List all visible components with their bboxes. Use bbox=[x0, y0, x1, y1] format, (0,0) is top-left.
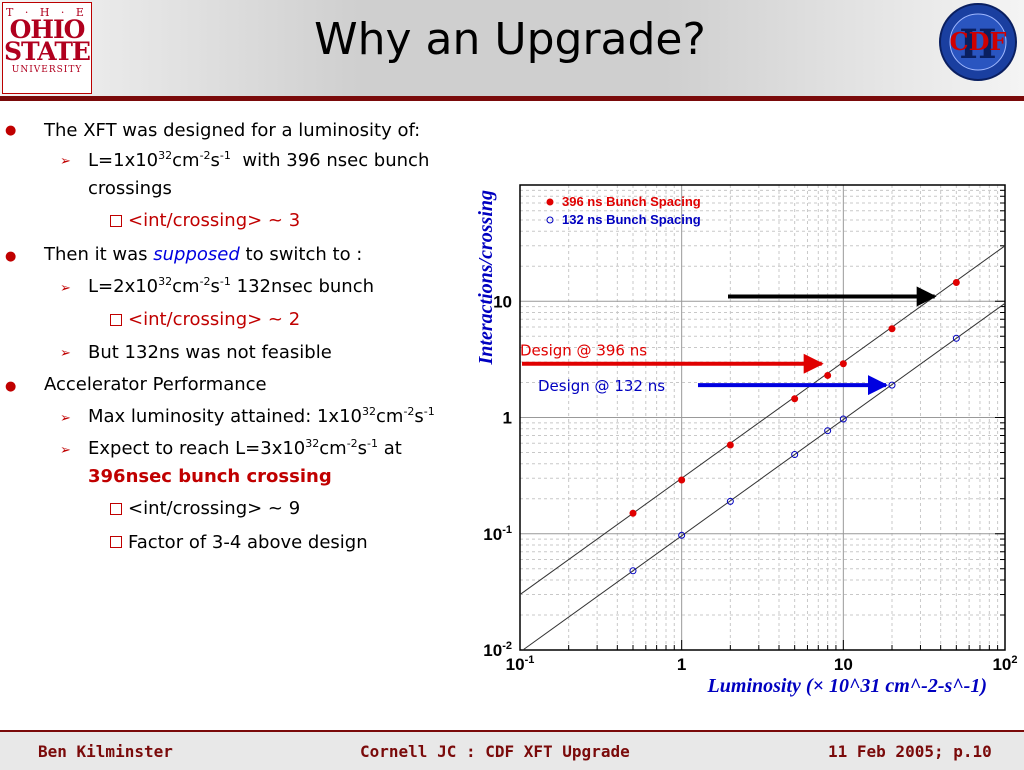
data-point bbox=[952, 334, 960, 342]
bullet-dot-icon: ● bbox=[5, 249, 17, 264]
data-point bbox=[726, 441, 734, 449]
annotation-label: Design @ 132 ns bbox=[538, 377, 665, 395]
osu-logo-university: UNIVERSITY bbox=[11, 65, 83, 75]
cdf-logo-text: CDF bbox=[950, 27, 1007, 56]
y-tick-label: 10 bbox=[493, 292, 512, 311]
cdf-logo: II CDF bbox=[939, 3, 1017, 81]
y-tick-label: 10-1 bbox=[483, 524, 512, 544]
data-point bbox=[791, 395, 799, 403]
x-axis-title: Luminosity (× 10^31 cm^-2-s^-1) bbox=[707, 675, 987, 697]
annotation-label: Design @ 396 ns bbox=[520, 342, 647, 360]
data-point bbox=[791, 451, 799, 459]
legend-marker bbox=[546, 216, 554, 224]
data-point bbox=[629, 509, 637, 517]
bullet-2-1-1: <int/crossing> ~ 2 bbox=[128, 309, 301, 330]
osu-logo-state: STATE bbox=[4, 37, 91, 66]
bullet-2-2: But 132ns was not feasible bbox=[88, 342, 332, 363]
data-point bbox=[824, 371, 832, 379]
data-point bbox=[888, 381, 896, 389]
data-point bbox=[726, 497, 734, 505]
arrow-bullet-icon: ➢ bbox=[60, 154, 71, 169]
arrow-bullet-icon: ➢ bbox=[60, 443, 71, 458]
x-tick-label: 102 bbox=[992, 654, 1017, 674]
footer-author: Ben Kilminster bbox=[38, 742, 173, 761]
bullet-3-2: Expect to reach L=3x1032cm-2s-1 at bbox=[88, 437, 402, 459]
bullet-1: The XFT was designed for a luminosity of… bbox=[44, 120, 421, 141]
footer-talk: Cornell JC : CDF XFT Upgrade bbox=[360, 742, 630, 761]
arrow-bullet-icon: ➢ bbox=[60, 281, 71, 296]
data-point bbox=[952, 278, 960, 286]
bullet-3-1: Max luminosity attained: 1x1032cm-2s-1 bbox=[88, 405, 435, 427]
bullet-2: Then it was supposed to switch to : bbox=[44, 244, 363, 265]
slide-header bbox=[0, 0, 1024, 96]
osu-logo-the: T · H · E bbox=[6, 6, 88, 19]
slide-footer: Ben Kilminster Cornell JC : CDF XFT Upgr… bbox=[0, 730, 1024, 770]
y-axis-title: Interactions/crossing bbox=[475, 190, 497, 365]
header-rule bbox=[0, 96, 1024, 101]
square-bullet-icon bbox=[110, 503, 122, 515]
bullet-1-1-cont: crossings bbox=[88, 178, 172, 199]
bullet-3-2-1: <int/crossing> ~ 9 bbox=[128, 498, 301, 519]
square-bullet-icon bbox=[110, 314, 122, 326]
legend-label: 396 ns Bunch Spacing bbox=[562, 194, 701, 209]
osu-logo: T · H · E OHIO STATE UNIVERSITY bbox=[2, 2, 92, 94]
legend-label: 132 ns Bunch Spacing bbox=[562, 212, 701, 227]
data-point bbox=[839, 360, 847, 368]
data-point bbox=[888, 325, 896, 333]
bullet-1-1: L=1x1032cm-2s-1 with 396 nsec bunch bbox=[88, 149, 430, 171]
bullet-dot-icon: ● bbox=[5, 379, 17, 394]
cdf-logo-numeral: II bbox=[959, 21, 996, 68]
data-point bbox=[839, 415, 847, 423]
bullet-3: Accelerator Performance bbox=[44, 374, 267, 395]
bullet-3-2-cont: 396nsec bunch crossing bbox=[88, 466, 332, 487]
y-tick-label: 1 bbox=[503, 409, 512, 428]
data-point bbox=[678, 476, 686, 484]
square-bullet-icon bbox=[110, 536, 122, 548]
bullet-3-2-2: Factor of 3-4 above design bbox=[128, 532, 368, 553]
osu-logo-ohio: OHIO bbox=[9, 15, 86, 44]
bullet-dot-icon: ● bbox=[5, 123, 17, 138]
data-point bbox=[629, 567, 637, 575]
x-tick-label: 1 bbox=[677, 655, 686, 674]
x-tick-label: 10 bbox=[834, 655, 853, 674]
bullet-2-1: L=2x1032cm-2s-1 132nsec bunch bbox=[88, 275, 375, 297]
bullet-1-1-1: <int/crossing> ~ 3 bbox=[128, 210, 301, 231]
y-tick-label: 10-2 bbox=[483, 640, 512, 660]
data-point bbox=[678, 531, 686, 539]
legend-marker bbox=[546, 198, 554, 206]
x-tick-label: 10-1 bbox=[506, 654, 535, 674]
arrow-bullet-icon: ➢ bbox=[60, 411, 71, 426]
square-bullet-icon bbox=[110, 215, 122, 227]
slide-title: Why an Upgrade? bbox=[314, 14, 706, 65]
data-point bbox=[824, 427, 832, 435]
arrow-bullet-icon: ➢ bbox=[60, 346, 71, 361]
series-fit-line bbox=[522, 302, 1006, 651]
footer-date-page: 11 Feb 2005; p.10 bbox=[828, 742, 992, 761]
